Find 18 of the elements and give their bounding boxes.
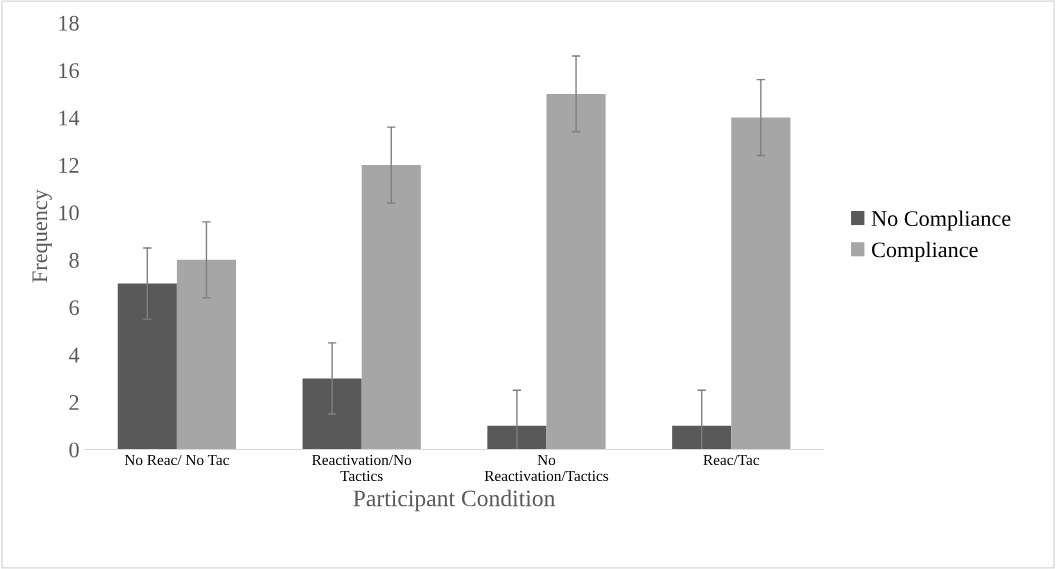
x-tick-label: Reac/Tac bbox=[703, 454, 760, 466]
x-tick-label: No Reactivation/Tactics bbox=[484, 454, 609, 482]
y-tick-label: 12 bbox=[59, 158, 79, 173]
y-tick-label: 8 bbox=[69, 252, 79, 268]
x-tick-label: Reactivation/No Tactics bbox=[312, 454, 412, 482]
y-axis-title: Frequency bbox=[32, 189, 52, 283]
y-tick-label: 16 bbox=[59, 63, 79, 79]
y-tick-label: 6 bbox=[69, 300, 79, 316]
legend-label: No Compliance bbox=[871, 210, 1011, 231]
y-tick-label: 4 bbox=[68, 347, 80, 363]
x-tick-label: No Reac/ No Tac bbox=[124, 454, 229, 466]
y-tick-label: 14 bbox=[59, 110, 80, 126]
y-tick-label: 0 bbox=[69, 442, 79, 458]
x-axis-title: Participant Condition bbox=[353, 489, 556, 512]
y-tick-label: 10 bbox=[59, 205, 79, 221]
y-tick-label: 2 bbox=[69, 395, 79, 410]
legend-label: Compliance bbox=[871, 241, 978, 262]
y-tick-label: 18 bbox=[59, 15, 79, 31]
